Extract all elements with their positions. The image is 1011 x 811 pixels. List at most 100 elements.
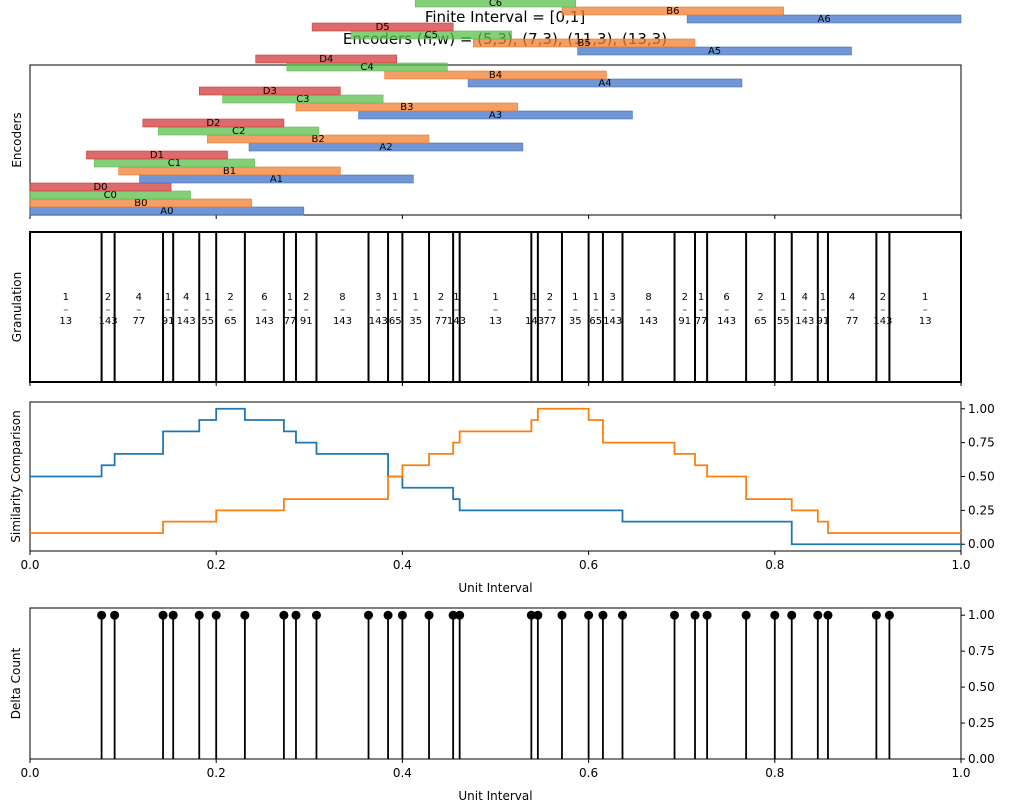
encoder-label-A5: A5 [708, 46, 721, 57]
granulation-denominator-13: 35 [409, 316, 422, 327]
granulation-denominator-9: 91 [300, 316, 313, 327]
granulation-denominator-19: 35 [569, 316, 582, 327]
delta-marker-3 [168, 610, 178, 620]
chart-title-line1: Finite Interval = [0,1] [425, 8, 585, 26]
similarity-xtick-label-0: 0.0 [20, 558, 39, 572]
granulation-numerator-24: 1 [698, 292, 704, 303]
similarity-xtick-label-2: 0.4 [393, 558, 412, 572]
encoder-label-C4: C4 [360, 62, 373, 73]
encoder-label-D0: D0 [93, 182, 107, 193]
delta-xtick-label-4: 0.8 [765, 766, 784, 780]
granulation-denominator-14: 77 [435, 316, 448, 327]
delta-marker-18 [557, 610, 567, 620]
granulation-numerator-13: 1 [413, 292, 419, 303]
granulation-denominator-0: 13 [59, 316, 72, 327]
granulation-denominator-30: 77 [846, 316, 859, 327]
delta-marker-1 [110, 610, 120, 620]
encoder-bar-C6 [414, 0, 577, 8]
delta-ytick-label-2: 0.50 [968, 680, 995, 694]
encoder-label-B6: B6 [666, 6, 679, 17]
encoder-label-A3: A3 [489, 110, 502, 121]
encoder-label-A2: A2 [379, 142, 392, 153]
granulation-numerator-14: 2 [438, 292, 444, 303]
delta-marker-4 [194, 610, 204, 620]
encoder-bar-B4 [384, 70, 607, 80]
granulation-numerator-22: 8 [645, 292, 651, 303]
granulation-numerator-32: 1 [922, 292, 928, 303]
similarity-xtick-label-5: 1.0 [951, 558, 970, 572]
similarity-ylabel: Similarity Comparison [9, 410, 23, 542]
granulation-denominator-15: 143 [447, 316, 466, 327]
encoder-bar-D5 [311, 22, 454, 32]
similarity-frame [29, 401, 962, 552]
encoder-label-A1: A1 [270, 174, 283, 185]
granulation-numerator-0: 1 [63, 292, 69, 303]
granulation-numerator-16: 1 [492, 292, 498, 303]
granulation-denominator-8: 77 [284, 316, 297, 327]
delta-xtick-label-5: 1.0 [951, 766, 970, 780]
similarity-series-1 [30, 407, 961, 546]
encoder-label-C6: C6 [489, 0, 502, 9]
granulation-denominator-32: 13 [919, 316, 932, 327]
granulation-numerator-15: 1 [453, 292, 459, 303]
delta-count-panel: Delta Count Unit Interval 0.0 0.2 0.4 0.6 0.8 1… [9, 607, 995, 803]
granulation-numerator-2: 4 [136, 292, 142, 303]
similarity-ytick-label-1: 0.25 [968, 503, 995, 517]
granulation-numerator-30: 4 [849, 292, 855, 303]
encoder-bar-B5 [473, 38, 696, 48]
encoder-label-D5: D5 [376, 22, 390, 33]
encoder-bar-D4 [255, 54, 398, 64]
delta-marker-17 [533, 610, 543, 620]
granulation-denominator-26: 65 [754, 316, 767, 327]
similarity-xtick-label-4: 0.8 [765, 558, 784, 572]
delta-marker-11 [383, 610, 393, 620]
encoder-bar-B3 [295, 102, 518, 112]
granulation-numerator-3: 1 [165, 292, 171, 303]
delta-marker-28 [813, 610, 823, 620]
delta-marker-20 [598, 610, 608, 620]
encoder-bar-D1 [86, 150, 228, 160]
encoder-bar-D3 [198, 86, 341, 96]
granulation-denominator-4: 143 [177, 316, 196, 327]
delta-marker-24 [702, 610, 712, 620]
encoder-label-B2: B2 [312, 134, 325, 145]
similarity-ytick-label-3: 0.75 [968, 436, 995, 450]
delta-marker-29 [823, 610, 833, 620]
encoder-label-C1: C1 [168, 158, 181, 169]
granulation-numerator-29: 1 [820, 292, 826, 303]
granulation-numerator-1: 2 [105, 292, 111, 303]
granulation-denominator-27: 55 [777, 316, 790, 327]
encoder-label-D1: D1 [150, 150, 164, 161]
granulation-denominator-28: 143 [795, 316, 814, 327]
granulation-denominator-31: 143 [873, 316, 892, 327]
delta-marker-2 [158, 610, 168, 620]
delta-marker-8 [291, 610, 301, 620]
similarity-xlabel: Unit Interval [458, 581, 532, 595]
encoder-label-A4: A4 [598, 78, 611, 89]
encoder-bar-A5 [577, 46, 852, 56]
delta-marker-6 [240, 610, 250, 620]
granulation-numerator-5: 1 [205, 292, 211, 303]
similarity-xtick-label-3: 0.6 [579, 558, 598, 572]
delta-marker-14 [448, 610, 458, 620]
delta-marker-5 [211, 610, 221, 620]
granulation-numerator-21: 3 [610, 292, 616, 303]
delta-marker-31 [884, 610, 894, 620]
encoders-frame [29, 64, 962, 216]
delta-marker-0 [97, 610, 107, 620]
granulation-numerator-11: 3 [375, 292, 381, 303]
encoder-label-A0: A0 [160, 206, 173, 217]
granulation-denominator-25: 143 [717, 316, 736, 327]
encoders-ylabel: Encoders [10, 112, 24, 167]
granulation-numerator-25: 6 [723, 292, 729, 303]
granulation-denominator-23: 91 [678, 316, 691, 327]
encoder-label-B0: B0 [134, 198, 147, 209]
delta-marker-16 [526, 610, 536, 620]
granulation-numerator-4: 4 [183, 292, 189, 303]
encoder-bar-D2 [142, 118, 285, 128]
encoder-label-C0: C0 [104, 190, 117, 201]
encoder-label-B4: B4 [489, 70, 502, 81]
granulation-numerator-9: 2 [303, 292, 309, 303]
encoder-label-C3: C3 [296, 94, 309, 105]
